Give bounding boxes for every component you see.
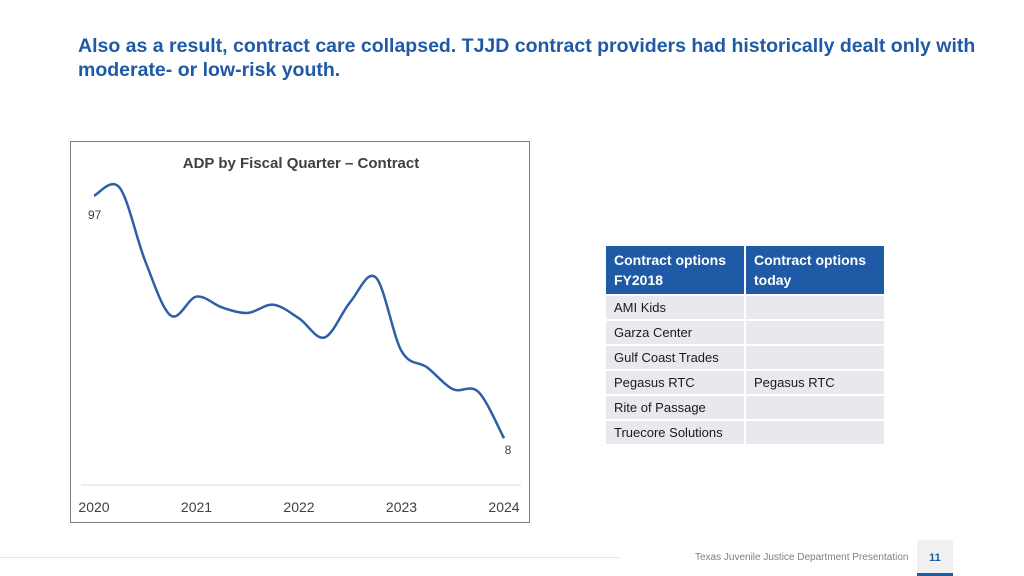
data-point xyxy=(93,195,95,197)
contract-options-table: Contract options FY2018 Contract options… xyxy=(604,244,886,446)
table-row: Rite of Passage xyxy=(606,396,884,419)
x-tick-label: 2021 xyxy=(181,499,212,515)
table-cell xyxy=(746,346,884,369)
table-cell: Pegasus RTC xyxy=(606,371,744,394)
table-header-fy2018: Contract options FY2018 xyxy=(606,246,744,294)
table-row: Gulf Coast Trades xyxy=(606,346,884,369)
table-cell xyxy=(746,296,884,319)
footer-text: Texas Juvenile Justice Department Presen… xyxy=(695,552,909,563)
data-label: 8 xyxy=(505,443,512,457)
data-point xyxy=(170,314,172,316)
data-point xyxy=(503,437,505,439)
data-point xyxy=(247,312,249,314)
data-point xyxy=(477,391,479,393)
data-point xyxy=(144,260,146,262)
table-cell: Garza Center xyxy=(606,321,744,344)
data-point xyxy=(195,295,197,297)
footer-divider xyxy=(0,557,620,558)
table-row: AMI Kids xyxy=(606,296,884,319)
slide-title: Also as a result, contract care collapse… xyxy=(78,35,976,81)
table-header-today: Contract options today xyxy=(746,246,884,294)
table-row: Garza Center xyxy=(606,321,884,344)
data-label-layer: 97 8 xyxy=(88,208,512,457)
data-point xyxy=(272,304,274,306)
chart-container: ADP by Fiscal Quarter – Contract 97 8 202… xyxy=(70,141,530,523)
data-label: 97 xyxy=(88,208,102,222)
x-tick-label: 2022 xyxy=(283,499,314,515)
series-line-adp xyxy=(93,182,506,439)
table-cell xyxy=(746,396,884,419)
data-point xyxy=(375,276,377,278)
data-point xyxy=(426,366,428,368)
data-point xyxy=(221,306,223,308)
table-cell: Truecore Solutions xyxy=(606,421,744,444)
adp-line-chart: ADP by Fiscal Quarter – Contract 97 8 202… xyxy=(78,155,521,515)
data-point xyxy=(452,388,454,390)
page-number: 11 xyxy=(917,540,953,576)
table-cell: Rite of Passage xyxy=(606,396,744,419)
data-point xyxy=(323,336,325,338)
chart-title: ADP by Fiscal Quarter – Contract xyxy=(183,155,419,172)
table-cell xyxy=(746,421,884,444)
data-point xyxy=(118,186,120,188)
table-header-row: Contract options FY2018 Contract options… xyxy=(606,246,884,294)
data-point xyxy=(400,350,402,352)
table-row: Pegasus RTC Pegasus RTC xyxy=(606,371,884,394)
x-tick-label: 2020 xyxy=(78,499,109,515)
series-layer xyxy=(93,182,506,439)
table-cell: AMI Kids xyxy=(606,296,744,319)
x-tick-label: 2024 xyxy=(488,499,519,515)
x-tick-layer: 2020 2021 2022 2023 2024 xyxy=(78,499,519,515)
table-cell xyxy=(746,321,884,344)
x-tick-label: 2023 xyxy=(386,499,417,515)
data-point xyxy=(349,301,351,303)
data-point xyxy=(298,317,300,319)
table-cell: Pegasus RTC xyxy=(746,371,884,394)
table-cell: Gulf Coast Trades xyxy=(606,346,744,369)
table-row: Truecore Solutions xyxy=(606,421,884,444)
